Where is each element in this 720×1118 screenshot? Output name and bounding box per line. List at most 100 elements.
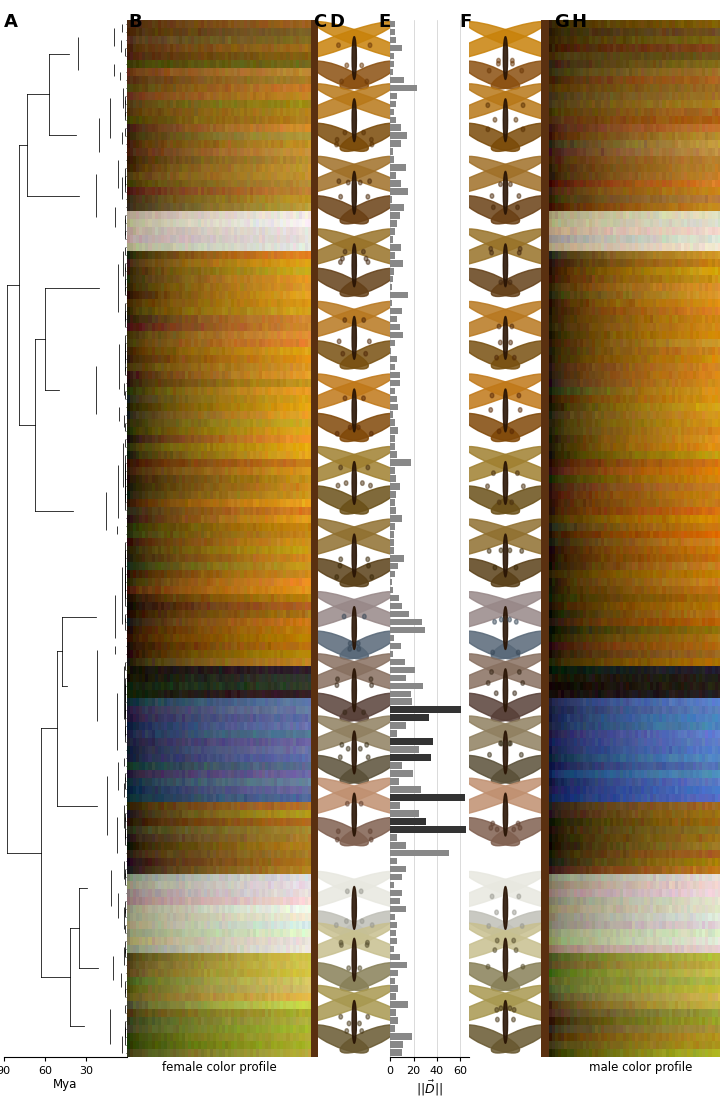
Bar <box>390 699 412 705</box>
Bar <box>390 315 397 322</box>
Ellipse shape <box>503 389 508 432</box>
Ellipse shape <box>503 669 508 712</box>
Bar <box>390 252 395 258</box>
Ellipse shape <box>489 825 492 831</box>
Ellipse shape <box>340 963 397 991</box>
Ellipse shape <box>345 63 348 68</box>
Ellipse shape <box>516 205 519 209</box>
Ellipse shape <box>520 68 523 73</box>
Ellipse shape <box>315 872 415 910</box>
Ellipse shape <box>369 678 373 682</box>
Ellipse shape <box>340 341 397 369</box>
Bar <box>390 618 423 625</box>
Ellipse shape <box>491 632 549 660</box>
Ellipse shape <box>521 484 525 489</box>
Bar <box>390 786 421 793</box>
Ellipse shape <box>293 654 394 692</box>
Ellipse shape <box>491 559 549 587</box>
Bar <box>390 371 400 378</box>
Ellipse shape <box>510 58 514 63</box>
Ellipse shape <box>340 196 397 224</box>
Ellipse shape <box>444 157 545 195</box>
Ellipse shape <box>311 756 369 784</box>
Ellipse shape <box>360 63 364 68</box>
Ellipse shape <box>495 356 498 360</box>
Ellipse shape <box>499 280 503 284</box>
Ellipse shape <box>369 483 372 487</box>
Ellipse shape <box>512 1017 516 1022</box>
Ellipse shape <box>503 938 508 982</box>
Bar <box>390 276 393 283</box>
Bar <box>390 388 395 395</box>
Ellipse shape <box>347 1021 351 1025</box>
Ellipse shape <box>486 484 490 489</box>
Ellipse shape <box>510 324 513 329</box>
Ellipse shape <box>466 229 567 267</box>
Bar <box>390 212 400 219</box>
Ellipse shape <box>518 408 522 413</box>
Ellipse shape <box>335 575 338 579</box>
Ellipse shape <box>363 614 366 619</box>
Bar <box>390 874 402 880</box>
Bar <box>390 164 406 171</box>
Ellipse shape <box>491 196 549 224</box>
Bar <box>390 108 394 115</box>
Ellipse shape <box>343 249 347 254</box>
Bar <box>390 571 395 578</box>
Ellipse shape <box>336 432 339 436</box>
Ellipse shape <box>444 872 545 910</box>
Ellipse shape <box>359 802 363 806</box>
Ellipse shape <box>293 375 394 413</box>
Ellipse shape <box>339 557 343 561</box>
Ellipse shape <box>361 481 364 485</box>
Ellipse shape <box>487 752 491 757</box>
Ellipse shape <box>520 549 523 553</box>
Ellipse shape <box>341 351 345 356</box>
Ellipse shape <box>345 919 348 923</box>
Ellipse shape <box>503 731 508 774</box>
Ellipse shape <box>510 61 514 66</box>
Ellipse shape <box>356 425 360 429</box>
Ellipse shape <box>466 591 567 631</box>
Bar <box>390 452 397 458</box>
Ellipse shape <box>489 247 492 252</box>
Ellipse shape <box>462 756 520 784</box>
Bar <box>390 627 425 633</box>
Ellipse shape <box>315 229 415 267</box>
Ellipse shape <box>362 318 366 322</box>
Bar <box>390 60 394 67</box>
Ellipse shape <box>293 519 394 558</box>
Bar <box>390 714 429 721</box>
Ellipse shape <box>521 127 525 132</box>
Ellipse shape <box>491 963 549 991</box>
Ellipse shape <box>311 196 369 224</box>
Ellipse shape <box>508 548 512 552</box>
Ellipse shape <box>499 548 503 552</box>
Ellipse shape <box>444 985 545 1024</box>
Ellipse shape <box>518 247 522 252</box>
Bar <box>390 491 395 498</box>
Bar <box>390 985 398 992</box>
Ellipse shape <box>368 339 372 343</box>
Ellipse shape <box>490 894 494 899</box>
Ellipse shape <box>462 693 520 721</box>
Ellipse shape <box>368 179 372 183</box>
Ellipse shape <box>370 575 374 579</box>
Bar <box>390 747 419 752</box>
Ellipse shape <box>508 182 512 187</box>
X-axis label: male color profile: male color profile <box>589 1061 692 1073</box>
Ellipse shape <box>498 500 501 504</box>
Ellipse shape <box>337 42 341 47</box>
Ellipse shape <box>516 822 520 826</box>
Ellipse shape <box>362 710 366 714</box>
Bar <box>390 762 402 769</box>
Ellipse shape <box>466 446 567 485</box>
Bar <box>390 427 397 434</box>
Ellipse shape <box>518 670 521 674</box>
Ellipse shape <box>462 486 520 514</box>
Ellipse shape <box>315 778 415 817</box>
Ellipse shape <box>517 193 521 198</box>
Text: A: A <box>4 13 17 31</box>
Ellipse shape <box>315 985 415 1024</box>
Ellipse shape <box>366 755 370 759</box>
